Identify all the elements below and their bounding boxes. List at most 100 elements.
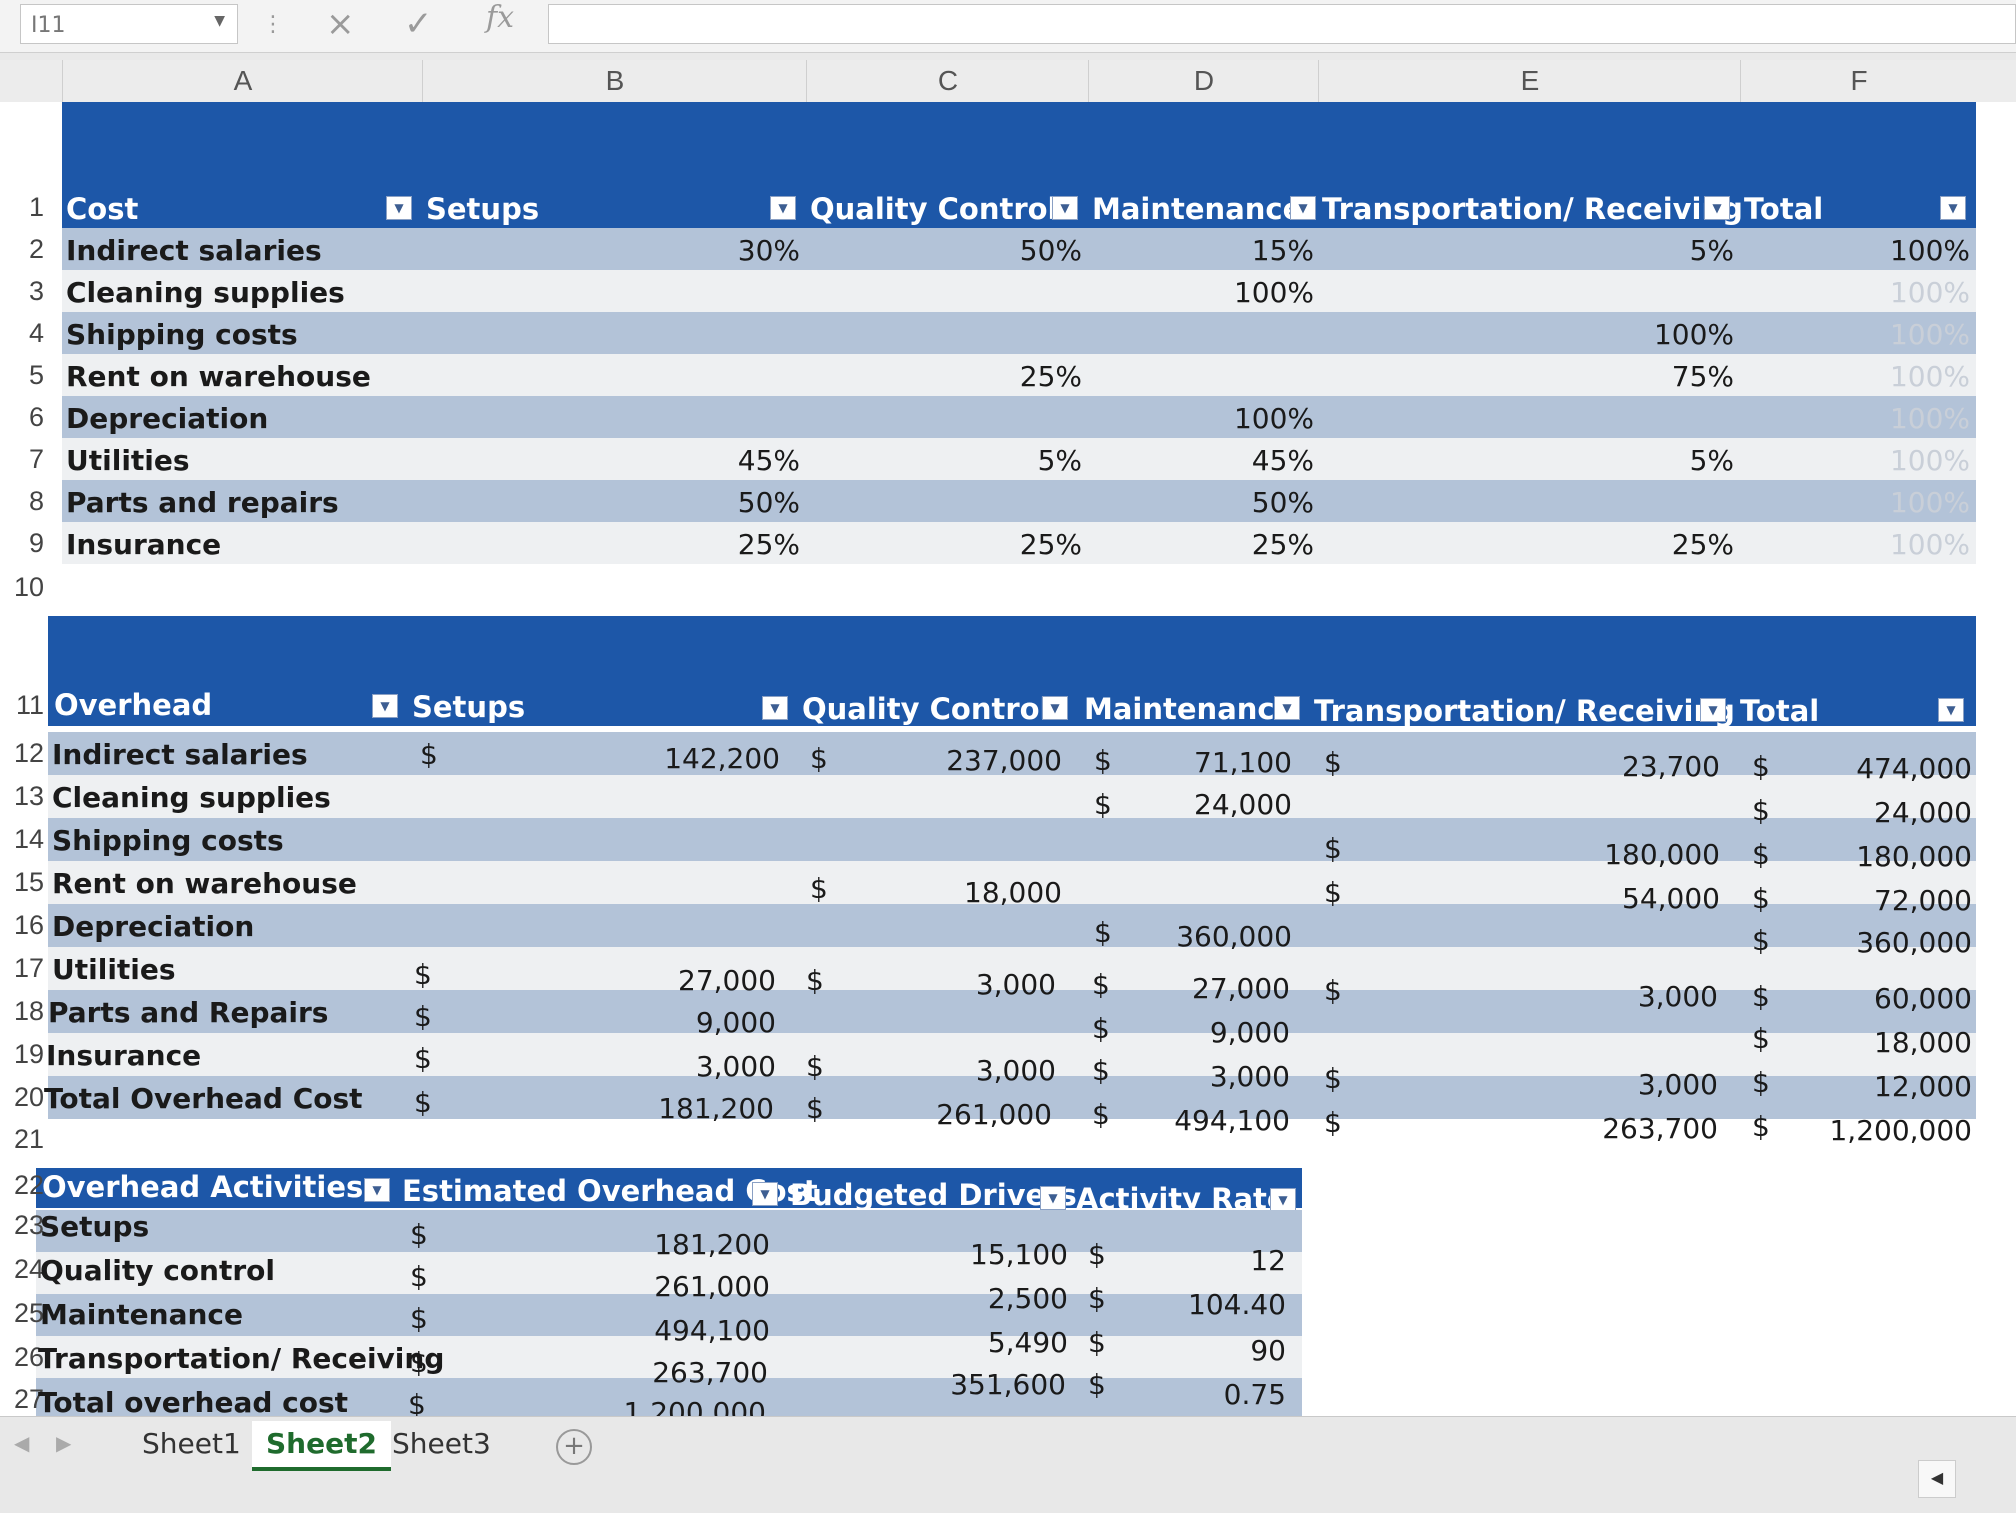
cell-value[interactable]: 181,200 — [654, 1228, 770, 1261]
cell-value[interactable]: 45% — [1251, 444, 1314, 477]
confirm-icon[interactable]: ✓ — [404, 4, 433, 44]
column-header-f[interactable]: F — [1740, 60, 1977, 102]
cell-value[interactable]: 23,700 — [1622, 750, 1720, 783]
cell-value[interactable]: 237,000 — [946, 744, 1062, 777]
row-number[interactable]: 15 — [13, 867, 44, 897]
cell-value[interactable]: 18,000 — [1874, 1026, 1972, 1059]
row-number[interactable]: 23 — [13, 1210, 44, 1240]
sheet-grid[interactable]: 1 Cost ▼ Setups ▼ Quality Control ▼ Main… — [0, 102, 2016, 1429]
cancel-icon[interactable]: × — [326, 4, 355, 44]
cell-value[interactable]: 3,000 — [975, 1054, 1056, 1087]
column-header-b[interactable]: B — [422, 60, 807, 102]
filter-dropdown-icon[interactable]: ▼ — [1290, 196, 1316, 220]
cell-value[interactable]: 100% — [1653, 318, 1734, 351]
cell-value[interactable]: 104.40 — [1188, 1288, 1286, 1321]
row-number[interactable]: 19 — [13, 1039, 44, 1069]
cell-value[interactable]: 5% — [1689, 444, 1734, 477]
row-number[interactable]: 10 — [13, 572, 44, 602]
filter-dropdown-icon[interactable]: ▼ — [1052, 196, 1078, 220]
cell-value[interactable]: 181,200 — [658, 1092, 774, 1125]
cell-value[interactable]: 100% — [1889, 360, 1970, 393]
cell-value[interactable]: 351,600 — [950, 1368, 1066, 1401]
filter-dropdown-icon[interactable]: ▼ — [372, 694, 398, 718]
cell-value[interactable]: 71,100 — [1194, 746, 1292, 779]
cell-value[interactable]: 100% — [1889, 318, 1970, 351]
cell-value[interactable]: 263,700 — [1602, 1112, 1718, 1145]
filter-dropdown-icon[interactable]: ▼ — [364, 1178, 390, 1202]
cell-value[interactable]: 3,000 — [695, 1050, 776, 1083]
cell-value[interactable]: 75% — [1671, 360, 1734, 393]
column-header-d[interactable]: D — [1088, 60, 1319, 102]
formula-input[interactable] — [548, 4, 2016, 44]
filter-dropdown-icon[interactable]: ▼ — [1042, 696, 1068, 720]
filter-dropdown-icon[interactable]: ▼ — [386, 196, 412, 220]
cell-value[interactable]: 5,490 — [987, 1326, 1068, 1359]
cell-value[interactable]: 25% — [737, 528, 800, 561]
cell-value[interactable]: 12,000 — [1874, 1070, 1972, 1103]
cell-value[interactable]: 474,000 — [1856, 752, 1972, 785]
filter-dropdown-icon[interactable]: ▼ — [770, 196, 796, 220]
row-number[interactable]: 18 — [13, 996, 44, 1026]
cell-value[interactable]: 25% — [1251, 528, 1314, 561]
cell-value[interactable]: 50% — [1251, 486, 1314, 519]
cell-value[interactable]: 25% — [1671, 528, 1734, 561]
cell-value[interactable]: 9,000 — [1209, 1016, 1290, 1049]
cell-value[interactable]: 27,000 — [1192, 972, 1290, 1005]
row-number[interactable]: 24 — [13, 1254, 44, 1284]
cell-value[interactable]: 494,100 — [1174, 1104, 1290, 1137]
tab-sheet3[interactable]: Sheet3 — [392, 1427, 491, 1460]
cell-value[interactable]: 100% — [1233, 276, 1314, 309]
cell-value[interactable]: 142,200 — [664, 742, 780, 775]
cell-value[interactable]: 100% — [1889, 486, 1970, 519]
row-number[interactable]: 5 — [28, 360, 44, 390]
cell-value[interactable]: 54,000 — [1622, 882, 1720, 915]
filter-dropdown-icon[interactable]: ▼ — [1274, 696, 1300, 720]
row-number[interactable]: 17 — [13, 953, 44, 983]
cell-value[interactable]: 25% — [1019, 528, 1082, 561]
row-number[interactable]: 22 — [13, 1170, 44, 1200]
tab-sheet2[interactable]: Sheet2 — [252, 1421, 391, 1471]
cell-value[interactable]: 45% — [737, 444, 800, 477]
cell-value[interactable]: 27,000 — [678, 964, 776, 997]
fx-icon[interactable]: fx — [486, 0, 515, 35]
row-number[interactable]: 9 — [28, 528, 44, 558]
filter-dropdown-icon[interactable]: ▼ — [1940, 196, 1966, 220]
row-number[interactable]: 6 — [28, 402, 44, 432]
cell-value[interactable]: 494,100 — [654, 1314, 770, 1347]
scroll-left-icon[interactable]: ◀ — [1918, 1460, 1956, 1498]
row-number[interactable]: 14 — [13, 824, 44, 854]
tab-scroll-right-icon[interactable]: ▶ — [56, 1431, 72, 1455]
cell-value[interactable]: 24,000 — [1194, 788, 1292, 821]
cell-value[interactable]: 60,000 — [1874, 982, 1972, 1015]
cell-value[interactable]: 50% — [737, 486, 800, 519]
row-number[interactable]: 8 — [28, 486, 44, 516]
cell-value[interactable]: 3,000 — [975, 968, 1056, 1001]
row-number[interactable]: 20 — [13, 1082, 44, 1112]
cell-value[interactable]: 5% — [1689, 234, 1734, 267]
cell-value[interactable]: 30% — [737, 234, 800, 267]
filter-dropdown-icon[interactable]: ▼ — [1700, 698, 1726, 722]
filter-dropdown-icon[interactable]: ▼ — [1040, 1186, 1066, 1210]
cell-value[interactable]: 100% — [1889, 234, 1970, 267]
cell-value[interactable]: 100% — [1233, 402, 1314, 435]
column-header-e[interactable]: E — [1318, 60, 1741, 102]
filter-dropdown-icon[interactable]: ▼ — [1270, 1188, 1296, 1212]
chevron-down-icon[interactable]: ▼ — [214, 13, 225, 29]
row-number[interactable]: 13 — [13, 781, 44, 811]
cell-value[interactable]: 261,000 — [936, 1098, 1052, 1131]
add-sheet-icon[interactable]: + — [556, 1429, 592, 1465]
column-header-c[interactable]: C — [806, 60, 1089, 102]
row-number[interactable]: 25 — [13, 1298, 44, 1328]
cell-value[interactable]: 25% — [1019, 360, 1082, 393]
cell-value[interactable]: 90 — [1250, 1334, 1286, 1367]
filter-dropdown-icon[interactable]: ▼ — [1938, 698, 1964, 722]
row-number[interactable]: 7 — [28, 444, 44, 474]
cell-value[interactable]: 100% — [1889, 402, 1970, 435]
cell-value[interactable]: 360,000 — [1176, 920, 1292, 953]
cell-value[interactable]: 50% — [1019, 234, 1082, 267]
row-number[interactable]: 1 — [28, 192, 44, 222]
column-header-a[interactable]: A — [62, 60, 423, 102]
cell-value[interactable]: 0.75 — [1223, 1378, 1286, 1411]
cell-value[interactable]: 12 — [1250, 1244, 1286, 1277]
row-number[interactable]: 3 — [28, 276, 44, 306]
